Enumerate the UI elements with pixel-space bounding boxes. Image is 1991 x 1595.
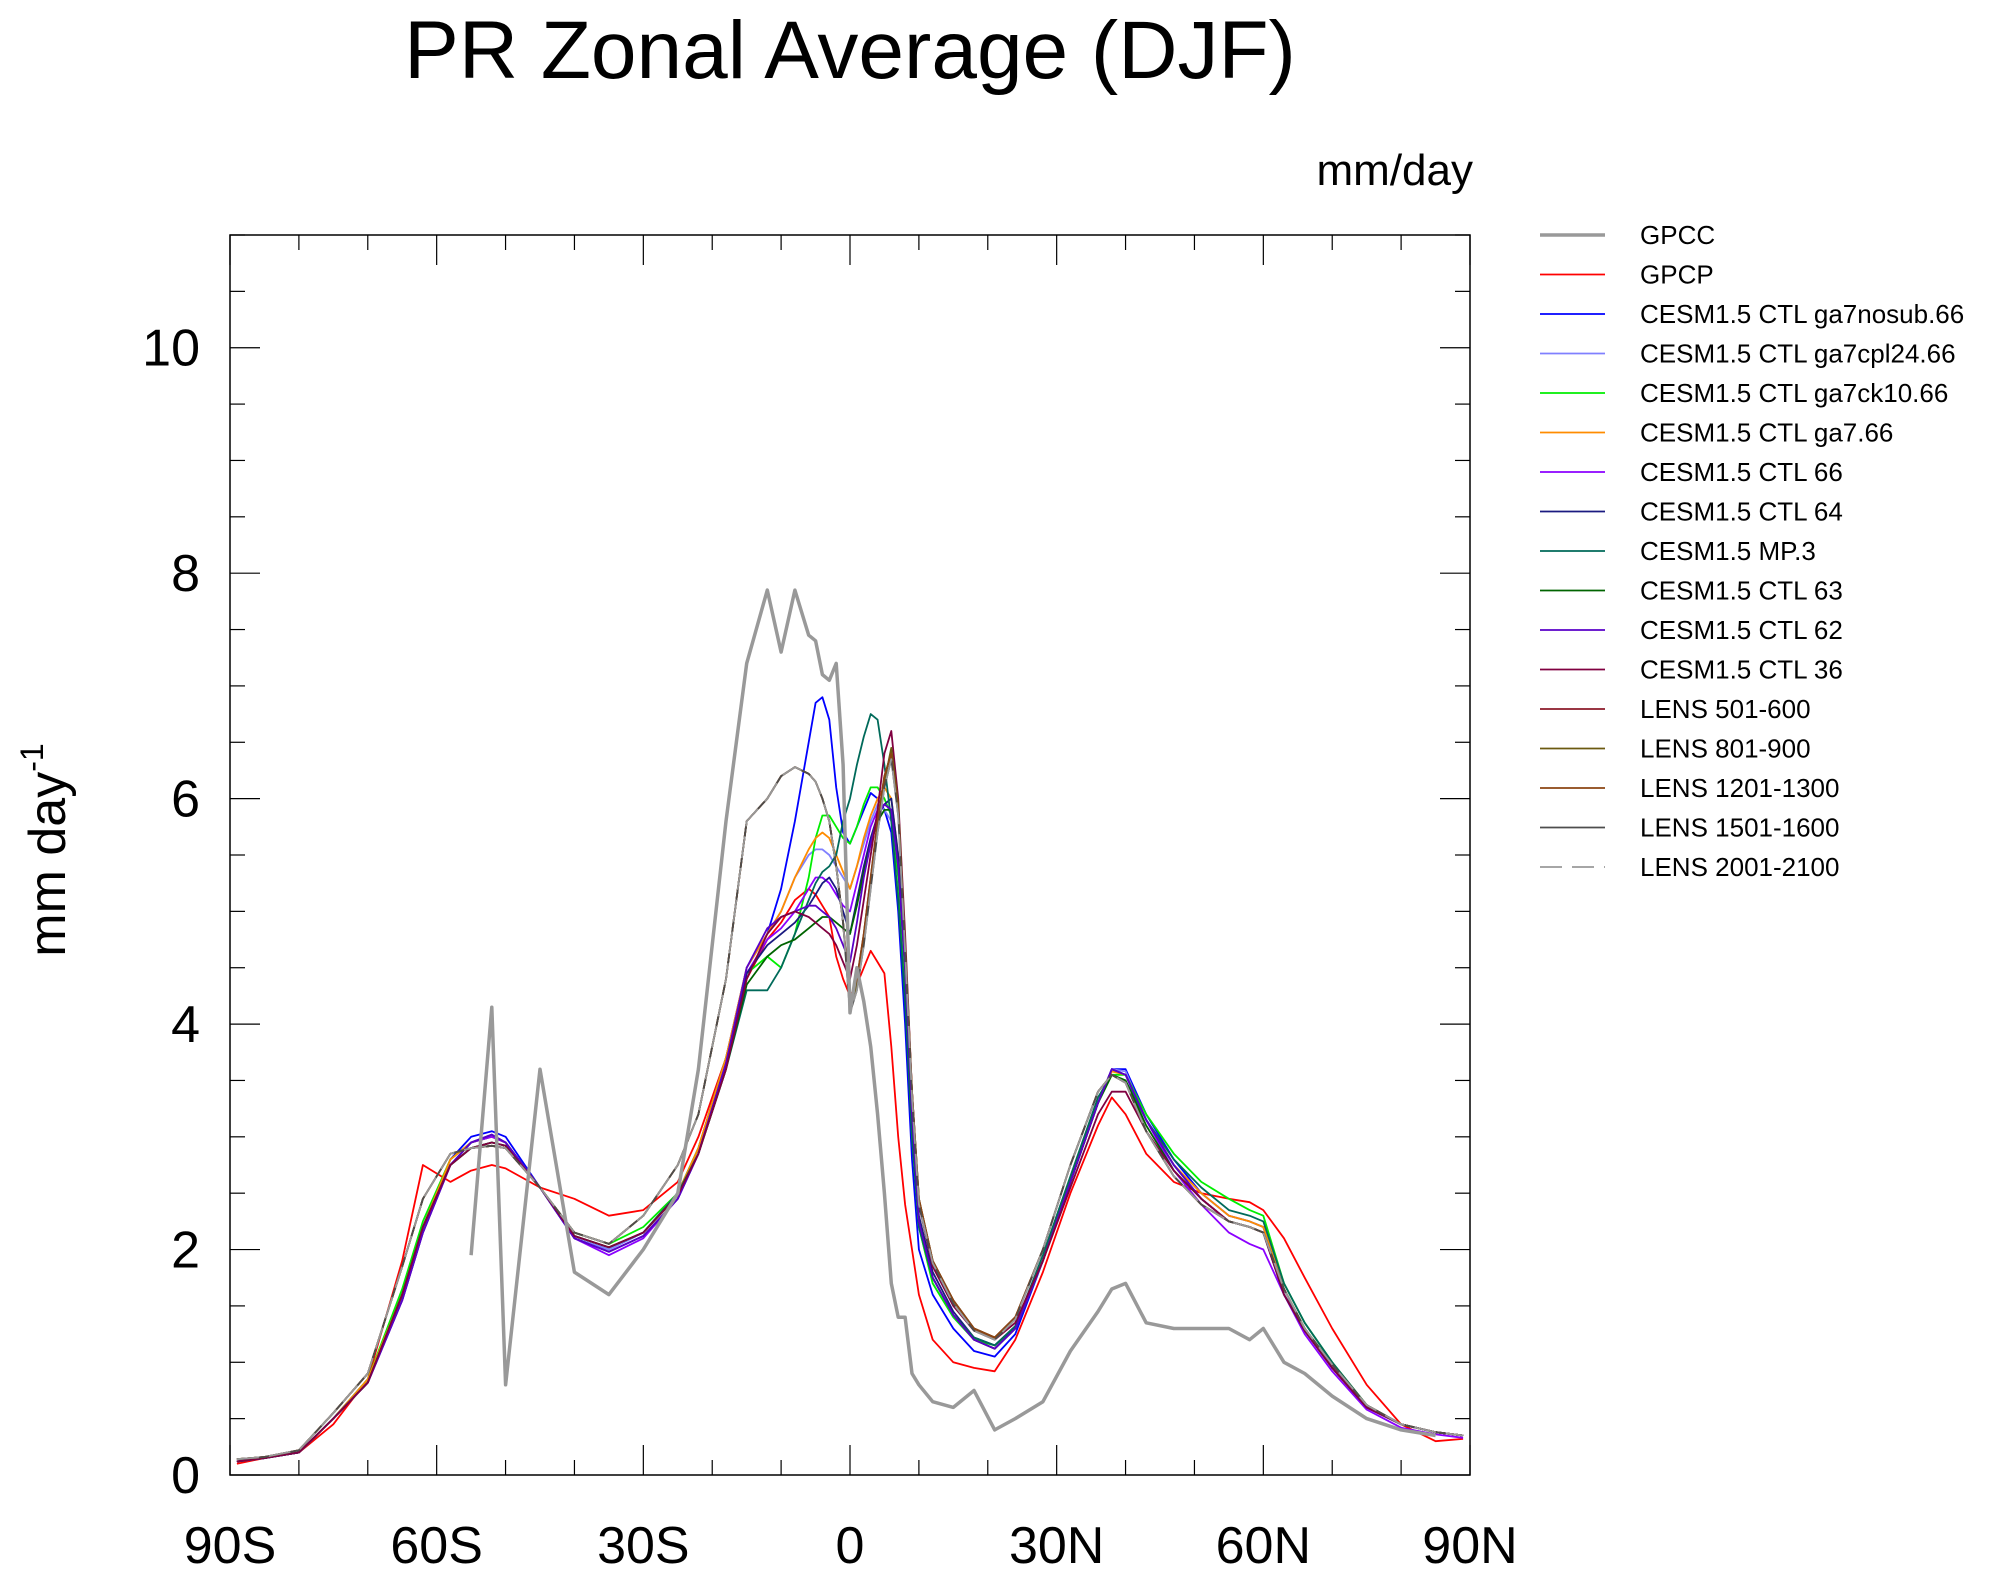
y-axis-label-main: mm day: [19, 772, 77, 957]
series-line-lens-2001-2100: [236, 758, 1464, 1461]
series-line-gpcp: [236, 887, 1464, 1465]
y-axis-label-superscript: -1: [14, 743, 50, 771]
y-tick-label: 2: [171, 1222, 200, 1280]
x-tick-label: 30S: [597, 1517, 690, 1575]
legend-label: CESM1.5 CTL ga7.66: [1640, 418, 1893, 448]
y-tick-label: 6: [171, 771, 200, 829]
y-tick-label: 0: [171, 1447, 200, 1505]
legend-label: GPCP: [1640, 260, 1714, 290]
legend-label: CESM1.5 CTL 66: [1640, 457, 1843, 487]
y-axis-label: mm day-1: [14, 743, 77, 956]
legend-label: LENS 801-900: [1640, 734, 1811, 764]
x-axis-ticks: 90S 60S 30S 0 30N 60N 90N: [184, 235, 1518, 1575]
units-label: mm/day: [1317, 146, 1473, 195]
series-line-cesm1-5-ctl-ga7-66: [236, 786, 1464, 1463]
legend-label: CESM1.5 CTL 62: [1640, 615, 1843, 645]
x-tick-label: 90S: [184, 1517, 277, 1575]
legend-label: LENS 501-600: [1640, 694, 1811, 724]
y-axis-ticks: 0 2 4 6 8 10: [142, 234, 1470, 1505]
legend: GPCC GPCP CESM1.5 CTL ga7nosub.66 CESM1.5 C…: [1540, 220, 1964, 882]
legend-label: LENS 1501-1600: [1640, 813, 1839, 843]
x-tick-label: 90N: [1422, 1517, 1517, 1575]
legend-label: LENS 1201-1300: [1640, 773, 1839, 803]
series-line-cesm1-5-ctl-62: [236, 803, 1464, 1463]
x-tick-label: 60S: [390, 1517, 483, 1575]
legend-label: CESM1.5 MP.3: [1640, 536, 1816, 566]
x-tick-label: 60N: [1216, 1517, 1311, 1575]
legend-label: CESM1.5 CTL 63: [1640, 576, 1843, 606]
series-line-cesm1-5-ctl-64: [236, 797, 1464, 1463]
legend-label: CESM1.5 CTL ga7ck10.66: [1640, 378, 1948, 408]
series-line-cesm1-5-ctl-ga7nosub-66: [236, 696, 1464, 1463]
legend-label: LENS 2001-2100: [1640, 852, 1839, 882]
legend-label: CESM1.5 CTL 64: [1640, 497, 1843, 527]
x-tick-label: 0: [836, 1517, 865, 1575]
series-line-cesm1-5-ctl-ga7cpl24-66: [236, 803, 1464, 1463]
y-tick-label: 10: [142, 320, 200, 378]
series-line-cesm1-5-ctl-66: [236, 803, 1464, 1463]
chart-title: PR Zonal Average (DJF): [404, 5, 1296, 96]
legend-label: CESM1.5 CTL ga7cpl24.66: [1640, 339, 1956, 369]
data-series: [236, 588, 1464, 1465]
legend-label: CESM1.5 CTL ga7nosub.66: [1640, 299, 1964, 329]
legend-label: CESM1.5 CTL 36: [1640, 655, 1843, 685]
legend-label: GPCC: [1640, 220, 1715, 250]
x-tick-label: 30N: [1009, 1517, 1104, 1575]
y-tick-label: 8: [171, 545, 200, 603]
series-line-gpcc: [469, 588, 1436, 1438]
series-line-cesm1-5-mp-3: [236, 713, 1464, 1463]
series-line-cesm1-5-ctl-36: [236, 730, 1464, 1463]
y-tick-label: 4: [171, 996, 200, 1054]
